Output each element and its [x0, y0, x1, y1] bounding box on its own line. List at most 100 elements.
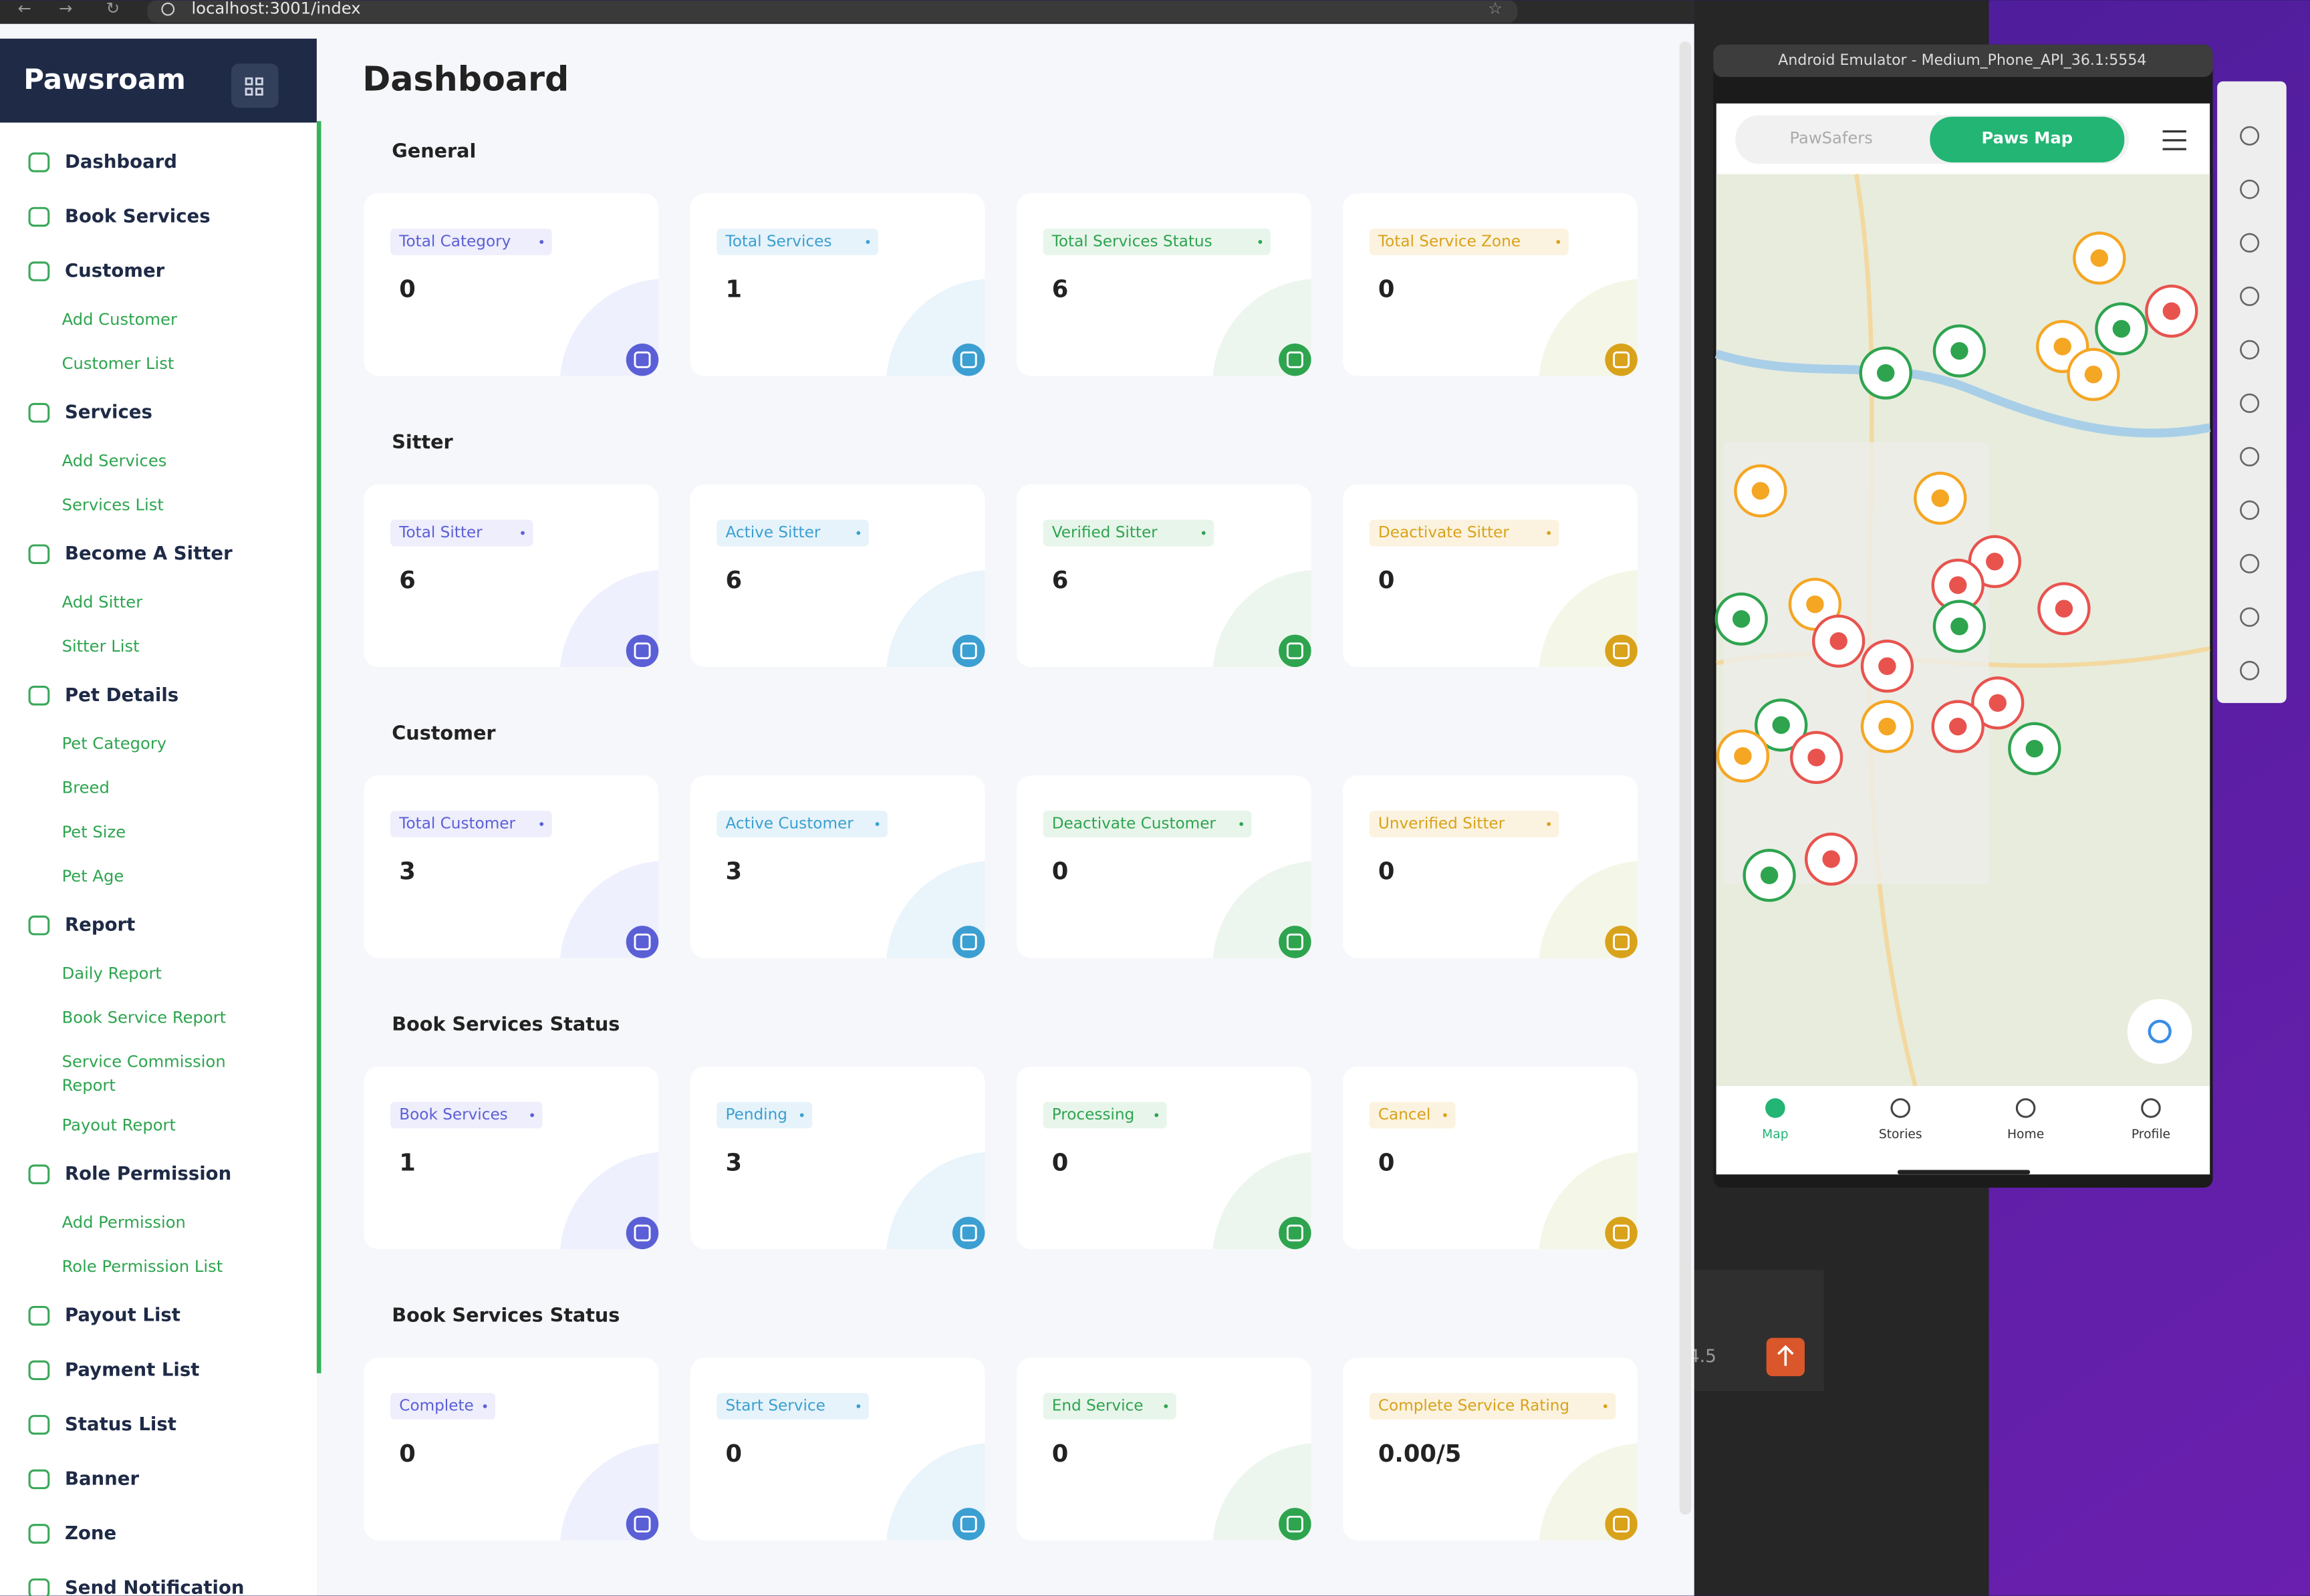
menu-icon: [28, 686, 50, 706]
card-label-dot: [530, 1113, 534, 1117]
page-title: Dashboard: [362, 59, 569, 99]
stat-card: End Service 0: [1016, 1357, 1311, 1541]
menu-item[interactable]: Payment List: [65, 1359, 199, 1380]
reload-button[interactable]: ↻: [106, 0, 120, 18]
tool-button[interactable]: [2240, 126, 2260, 146]
card-value: 0: [1052, 1149, 1069, 1176]
locate-button[interactable]: [2127, 999, 2192, 1064]
bookmark-button[interactable]: ☆: [1488, 0, 1503, 18]
tab[interactable]: PawSafers: [1789, 128, 1872, 148]
menu-item[interactable]: Customer: [65, 260, 165, 281]
tool-button[interactable]: [2240, 446, 2260, 467]
menu-item[interactable]: Status List: [65, 1414, 176, 1435]
tool-button[interactable]: [2240, 393, 2260, 413]
card-label-dot: [1603, 1404, 1608, 1408]
menu-item[interactable]: Dashboard: [65, 151, 177, 172]
card-label-dot: [1443, 1113, 1447, 1117]
submenu-item[interactable]: Add Services: [62, 450, 167, 470]
submenu-item[interactable]: Breed: [62, 778, 110, 797]
menu-item[interactable]: Zone: [65, 1522, 116, 1544]
map-marker-icon: [2112, 319, 2131, 338]
submenu-item[interactable]: Pet Category: [62, 734, 167, 753]
tool-button[interactable]: [2240, 286, 2260, 306]
submenu-item[interactable]: Pet Age: [62, 866, 124, 886]
card-decoration: [1212, 279, 1311, 376]
nav-label[interactable]: Map: [1762, 1127, 1789, 1142]
card-value: 3: [726, 1149, 743, 1176]
forward-button[interactable]: →: [59, 0, 72, 18]
sidebar-toggle[interactable]: [231, 63, 279, 108]
submenu-item[interactable]: Payout Report: [62, 1115, 176, 1134]
submenu-item[interactable]: Daily Report: [62, 963, 162, 982]
page-scrollbar: [1679, 41, 1692, 1515]
map-marker-icon: [1822, 850, 1840, 868]
card-icon-glyph: [1613, 642, 1630, 660]
tool-button[interactable]: [2240, 500, 2260, 520]
card-icon: [1279, 344, 1311, 376]
submenu-item[interactable]: Pet Size: [62, 822, 126, 841]
card-label: Complete: [399, 1398, 473, 1415]
tool-button[interactable]: [2240, 233, 2260, 253]
tool-button[interactable]: [2240, 660, 2260, 680]
menu-item[interactable]: Pet Details: [65, 684, 178, 706]
card-label-bg: [390, 811, 552, 837]
menu-item[interactable]: Banner: [65, 1468, 139, 1489]
menu-item[interactable]: Send Notification: [65, 1577, 245, 1596]
card-value: 0: [726, 1440, 743, 1468]
map-marker-icon: [1931, 489, 1949, 507]
map-marker-icon: [2053, 338, 2071, 356]
card-icon-glyph: [1613, 1515, 1630, 1533]
submenu-item[interactable]: Service Commission Report: [62, 1052, 231, 1095]
card-icon: [626, 634, 659, 668]
menu-item[interactable]: Role Permission: [65, 1163, 231, 1184]
menu-item[interactable]: Become A Sitter: [65, 543, 233, 564]
submenu-item[interactable]: Sitter List: [62, 636, 140, 656]
card-decoration: [559, 279, 659, 376]
card-icon: [626, 926, 659, 958]
submenu-item[interactable]: Add Sitter: [62, 592, 143, 612]
card-icon: [1279, 1508, 1311, 1541]
stat-card: Verified Sitter 6: [1016, 484, 1311, 668]
submenu-item[interactable]: Book Service Report: [62, 1008, 227, 1027]
card-label-bg: [1043, 1101, 1167, 1129]
card-icon: [952, 926, 985, 958]
menu-item[interactable]: Services: [65, 402, 152, 423]
map-marker-icon: [1986, 553, 2004, 571]
submenu-item[interactable]: Add Customer: [62, 309, 177, 329]
map-features: [1714, 174, 2211, 1087]
submenu-item[interactable]: Customer List: [62, 354, 174, 373]
nav-label[interactable]: Profile: [2132, 1127, 2170, 1142]
card-label-dot: [1239, 822, 1244, 826]
menu-item[interactable]: Report: [65, 914, 135, 936]
back-button[interactable]: ←: [17, 0, 31, 18]
card-label-dot: [1556, 240, 1561, 244]
card-icon-glyph: [634, 642, 651, 660]
submenu-item[interactable]: Services List: [62, 495, 164, 514]
stat-card: Book Services 1: [364, 1066, 659, 1250]
map-marker-icon: [2055, 600, 2073, 618]
card-decoration: [1539, 1443, 1638, 1541]
site-info-icon[interactable]: [161, 2, 175, 16]
card-icon-glyph: [1286, 351, 1303, 368]
tool-button[interactable]: [2240, 607, 2260, 627]
tool-button[interactable]: [2240, 179, 2260, 199]
card-icon: [1605, 1216, 1638, 1250]
submenu-item[interactable]: Role Permission List: [62, 1256, 223, 1276]
address-bar[interactable]: [147, 0, 1518, 23]
tab[interactable]: Paws Map: [1982, 128, 2073, 148]
nav-label[interactable]: Home: [2007, 1127, 2044, 1142]
card-label-bg: [1043, 811, 1252, 837]
menu-item[interactable]: Book Services: [65, 205, 211, 227]
tool-button[interactable]: [2240, 553, 2260, 573]
submenu-item[interactable]: Add Permission: [62, 1212, 186, 1232]
card-icon: [952, 1216, 985, 1250]
sidebar-menu: Dashboard Book Services Customer Add Custom…: [28, 151, 245, 1596]
filter-button[interactable]: [2162, 130, 2186, 150]
card-label-bg: [390, 229, 552, 255]
tool-button[interactable]: [2240, 340, 2260, 360]
menu-item[interactable]: Payout List: [65, 1305, 180, 1326]
card-label: Total Category: [398, 233, 511, 250]
card-label: Pending: [726, 1106, 787, 1123]
nav-label[interactable]: Stories: [1879, 1127, 1922, 1142]
